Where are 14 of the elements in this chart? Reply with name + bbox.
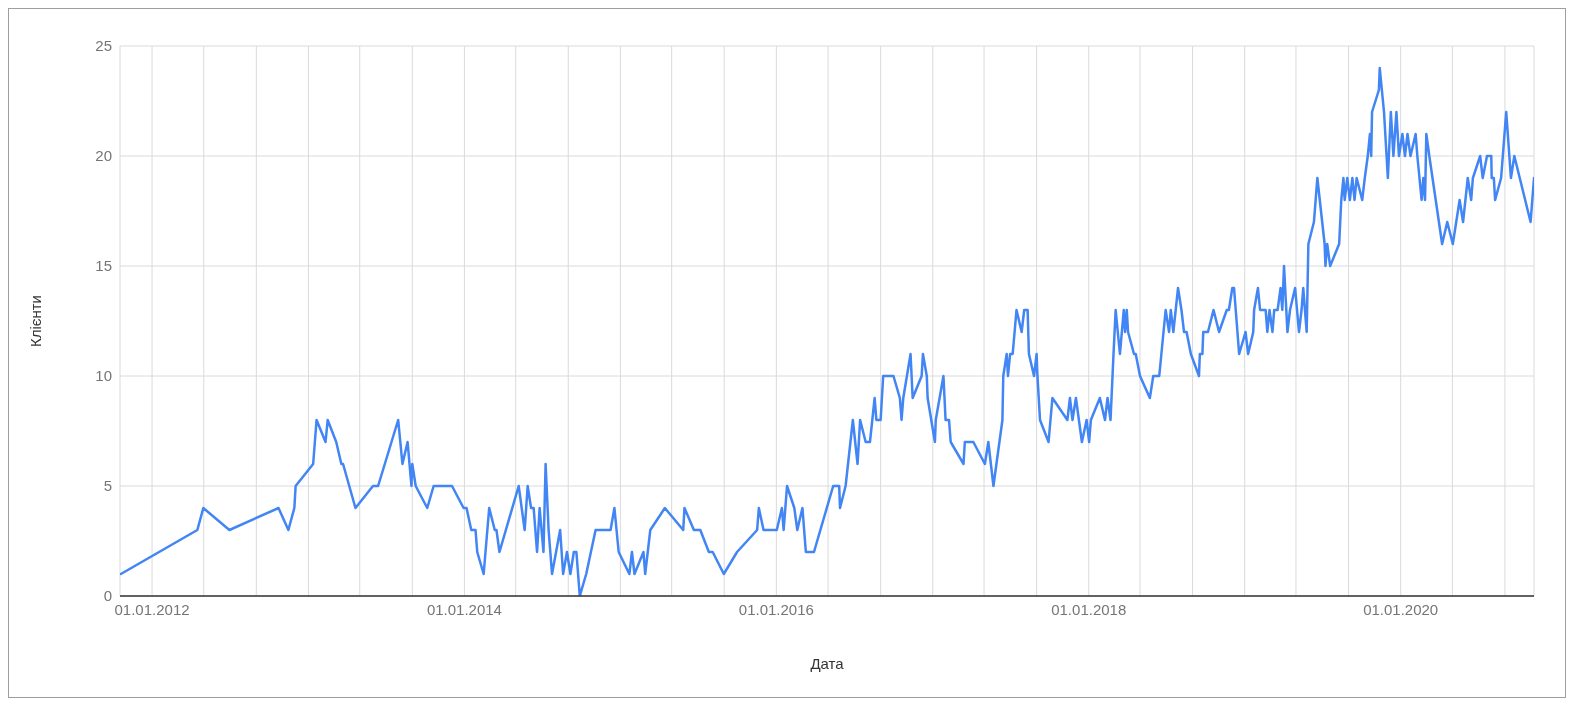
line-series: [120, 66, 1534, 596]
y-tick-label: 5: [103, 477, 112, 495]
y-tick-label: 0: [103, 587, 112, 605]
x-tick-label: 01.01.2016: [738, 600, 814, 618]
x-tick-label: 01.01.2020: [1363, 600, 1439, 618]
y-axis-title: Клієнти: [27, 294, 45, 348]
x-tick-label: 01.01.2014: [426, 600, 502, 618]
y-tick-label: 10: [95, 367, 112, 385]
x-tick-label: 01.01.2012: [114, 600, 190, 618]
x-tick-label: 01.01.2018: [1051, 600, 1127, 618]
y-tick-label: 25: [95, 37, 112, 55]
y-tick-label: 15: [95, 257, 112, 275]
x-axis-title: Дата: [810, 655, 845, 672]
y-tick-label: 20: [95, 147, 112, 165]
